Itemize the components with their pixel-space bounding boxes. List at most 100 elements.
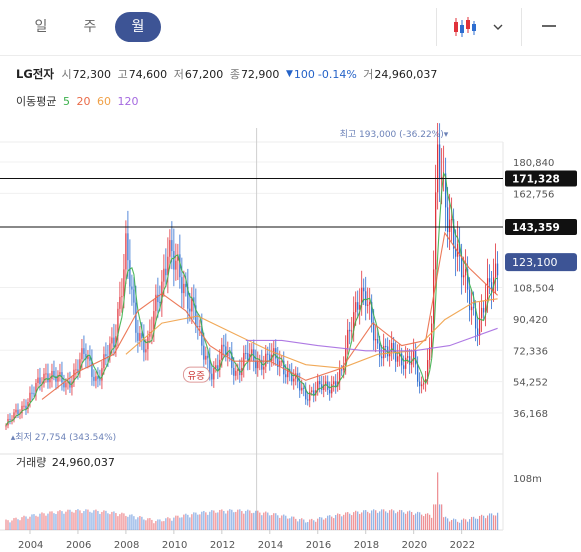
volume-bar: [83, 511, 85, 530]
candle-body: [467, 269, 469, 290]
volume-bar: [67, 509, 69, 530]
price-chart[interactable]: 180,840 162,756 108,504 90,420 72,336 54,252 3…: [0, 120, 581, 552]
candle-body: [113, 337, 115, 348]
candle-body: [363, 287, 365, 292]
candle-body: [185, 283, 187, 287]
candle-body: [71, 382, 73, 388]
candle-body: [293, 378, 295, 382]
candle-body: [455, 248, 457, 257]
volume-bar: [51, 511, 53, 530]
candle-body: [463, 275, 465, 278]
volume-bar: [99, 513, 101, 530]
candle-body: [21, 405, 23, 414]
candle-body: [399, 353, 401, 357]
volume-bar: [19, 520, 21, 530]
candle-body: [141, 333, 143, 339]
volume-bar: [329, 515, 331, 530]
volume-bar: [289, 518, 291, 530]
minus-icon[interactable]: [541, 18, 557, 34]
candle-body: [199, 325, 201, 327]
candle-body: [243, 353, 245, 368]
candle-body: [395, 351, 397, 362]
volume-bar: [433, 504, 435, 530]
candlestick-icon[interactable]: [452, 15, 476, 39]
moving-average-legend[interactable]: 이동평균 5 20 60 120: [16, 93, 141, 109]
volume-bar: [171, 520, 173, 530]
y-tick-label: 72,336: [513, 346, 548, 357]
x-tick-label: 2010: [162, 540, 187, 551]
volume-bar: [373, 509, 375, 530]
volume-bar: [345, 512, 347, 530]
volume-bar: [496, 512, 499, 530]
volume-bar: [474, 518, 477, 530]
candle-body: [57, 374, 59, 382]
candle-body: [247, 353, 249, 361]
candle-body: [465, 269, 467, 276]
candle-body: [89, 355, 91, 361]
candle-body: [49, 378, 51, 383]
candle-body: [403, 365, 405, 369]
volume-title-value: 24,960,037: [51, 456, 115, 469]
candle-body: [255, 361, 257, 369]
volume-bar: [295, 518, 297, 530]
candle-body: [47, 373, 49, 383]
candle-body: [431, 323, 433, 348]
candle-body: [101, 368, 103, 381]
candle-body: [213, 368, 215, 380]
volume-bar: [63, 513, 65, 530]
candle-body: [351, 330, 353, 332]
volume-bar: [267, 512, 269, 530]
candle-body: [227, 352, 229, 357]
current-price-label: 123,100: [512, 256, 558, 269]
tab-day[interactable]: 일: [34, 19, 48, 35]
candle-body: [359, 305, 361, 310]
volume-bar: [399, 509, 401, 530]
ma60-line: [125, 298, 498, 369]
volume-bar: [401, 510, 403, 530]
candle-body: [299, 381, 301, 391]
stock-name: LG전자: [16, 67, 54, 81]
candle-body: [341, 369, 343, 371]
tab-week[interactable]: 주: [83, 19, 97, 35]
candle-body: [273, 348, 275, 355]
volume-label: 거: [363, 68, 374, 81]
close-value: 72,900: [240, 67, 280, 81]
candle-body: [229, 352, 231, 354]
candle-body: [451, 219, 453, 221]
candle-body: [125, 233, 127, 270]
volume-bar: [313, 520, 315, 530]
candle-body: [379, 343, 381, 357]
candle-body: [469, 289, 471, 311]
candle-body: [357, 302, 359, 310]
volume-bar: [283, 514, 285, 530]
volume-bar: [335, 514, 337, 530]
volume-bar: [227, 510, 229, 530]
volume-bar: [453, 518, 455, 530]
volume-bar: [423, 516, 425, 530]
candle-body: [73, 369, 75, 383]
volume-bar: [305, 522, 307, 530]
candle-body: [381, 356, 383, 359]
volume-bar: [301, 518, 303, 530]
candle-body: [235, 370, 237, 376]
candle-body: [413, 350, 415, 361]
chevron-down-icon[interactable]: [491, 18, 505, 30]
candle-body: [211, 373, 213, 380]
volume-bar: [281, 515, 283, 530]
volume-bar: [439, 504, 441, 530]
quote-summary: LG전자 시72,300 고74,600 저67,200 종72,900 ▼10…: [16, 66, 440, 84]
volume-bar: [457, 521, 459, 530]
volume-bar: [115, 513, 117, 530]
volume-bar: [257, 510, 259, 530]
volume-bar: [367, 511, 369, 530]
candle-body: [251, 349, 253, 355]
candle-body: [79, 359, 81, 372]
volume-bar: [461, 519, 463, 530]
volume-bar: [347, 512, 349, 530]
volume-bar: [167, 517, 169, 530]
volume-bar: [299, 519, 301, 530]
volume-bar: [61, 511, 63, 530]
volume-bar: [25, 516, 27, 530]
tab-month[interactable]: 월: [115, 12, 161, 42]
candle-body: [349, 329, 351, 332]
